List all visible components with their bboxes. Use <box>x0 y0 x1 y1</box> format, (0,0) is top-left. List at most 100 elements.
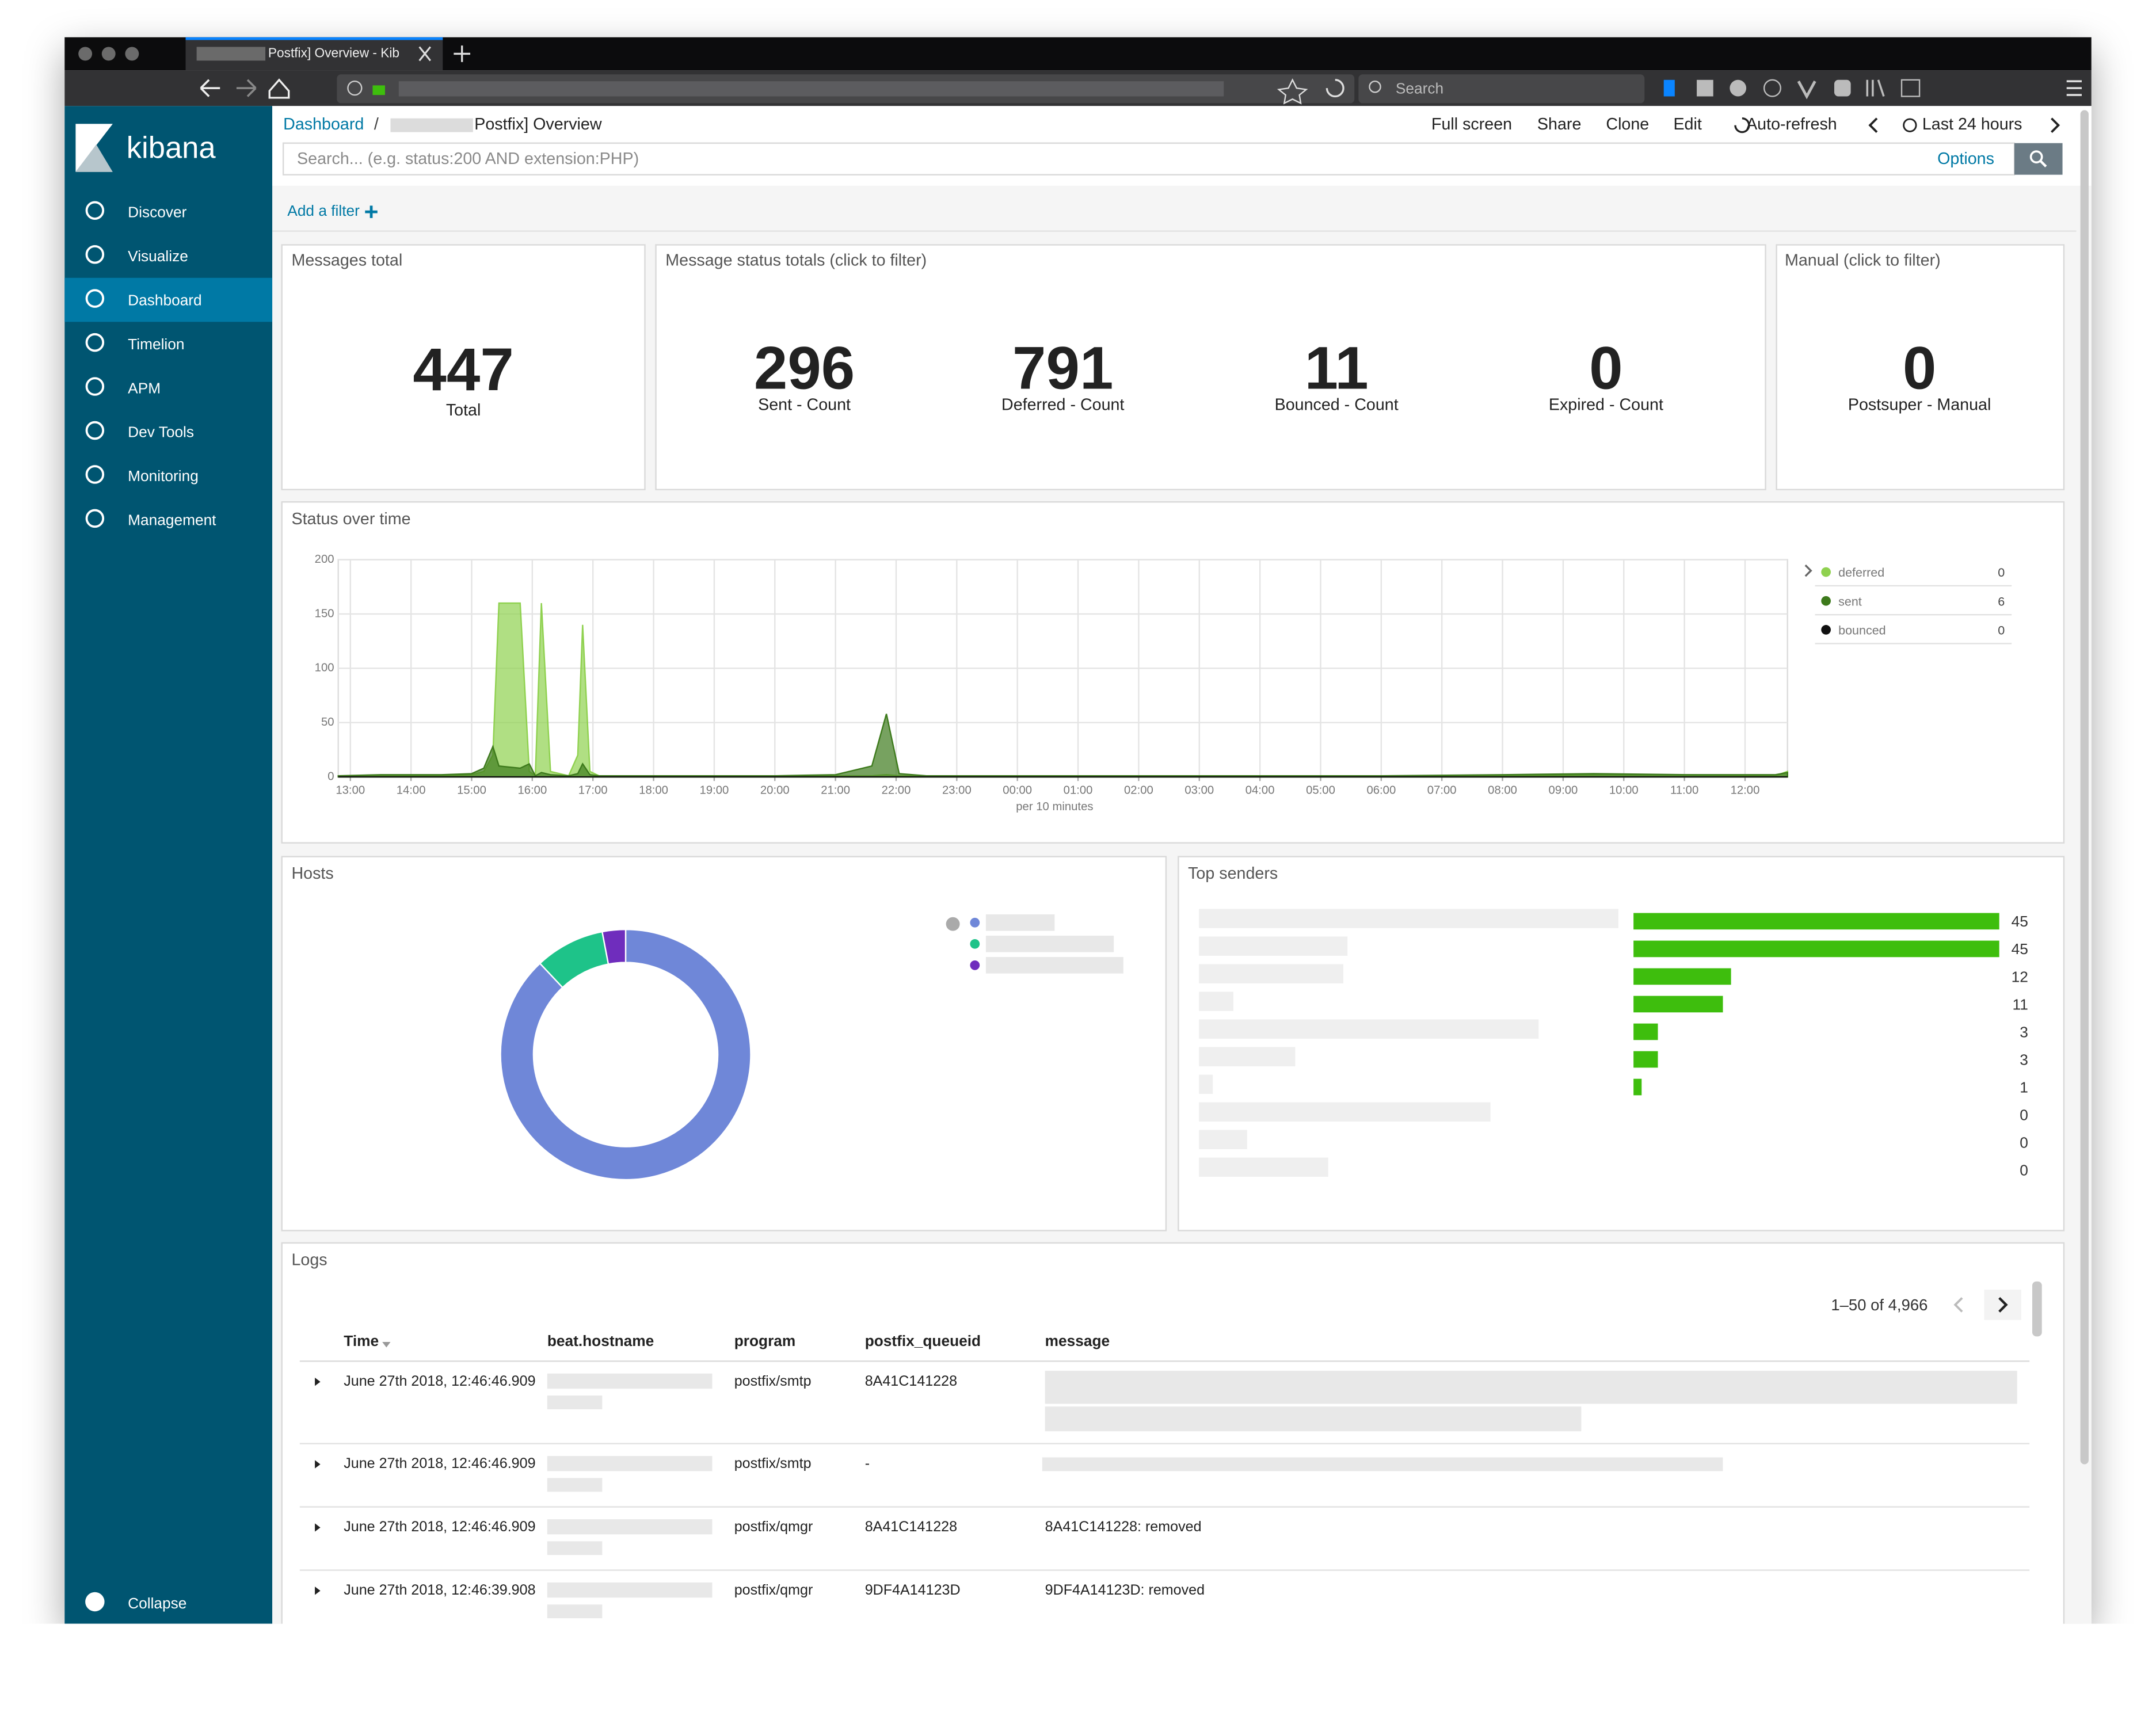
bar[interactable] <box>1633 913 1999 930</box>
donut-slice[interactable] <box>601 929 627 965</box>
clock-icon <box>1903 118 1917 132</box>
expand-row[interactable] <box>315 1587 321 1595</box>
library-icon[interactable] <box>1866 79 1885 97</box>
redacted <box>1199 1019 1539 1039</box>
page-scrollbar[interactable] <box>2080 110 2089 1465</box>
redacted <box>1045 1406 1582 1432</box>
next-page[interactable] <box>1998 1296 2008 1313</box>
bar-value: 45 <box>2012 940 2028 958</box>
legend-dot <box>970 917 980 928</box>
column-header[interactable]: Time <box>344 1332 379 1349</box>
tab-title: Postfix] Overview - Kib <box>268 45 399 60</box>
back-button[interactable] <box>200 79 220 97</box>
toolbar-icon[interactable] <box>1763 79 1781 97</box>
header-action[interactable]: Auto-refresh <box>1746 115 1837 134</box>
window-minimize[interactable] <box>101 47 116 61</box>
legend-toggle[interactable] <box>1804 564 1812 577</box>
bar[interactable] <box>1633 968 1731 985</box>
bar[interactable] <box>1633 1078 1642 1096</box>
nav-item[interactable]: APM <box>128 379 161 396</box>
donut-slice[interactable] <box>500 929 752 1181</box>
next-page-bg[interactable] <box>1984 1290 2021 1320</box>
prev-page[interactable] <box>1953 1297 1963 1313</box>
time-forward[interactable] <box>2051 117 2060 133</box>
nav-icon <box>85 421 105 440</box>
column-header[interactable]: beat.hostname <box>547 1332 654 1349</box>
tab-close[interactable] <box>418 46 431 62</box>
header-action[interactable]: Full screen <box>1431 115 1512 134</box>
sidebar-icon[interactable] <box>1900 79 1921 97</box>
column-header[interactable]: program <box>734 1332 796 1349</box>
nav-item[interactable]: Management <box>128 512 216 529</box>
window-close[interactable] <box>78 47 93 61</box>
options-link[interactable]: Options <box>1937 150 1994 168</box>
column-header[interactable]: postfix_queueid <box>865 1332 981 1349</box>
search-box[interactable] <box>1358 74 1645 104</box>
x-tick-label: 11:00 <box>1670 784 1698 796</box>
header-action[interactable]: Share <box>1537 115 1581 134</box>
nav-item[interactable]: Visualize <box>128 247 188 265</box>
redacted <box>985 935 1114 952</box>
metric-value[interactable]: 0 <box>1903 334 1936 402</box>
metric-value[interactable]: 447 <box>413 336 513 403</box>
x-tick-label: 21:00 <box>821 784 850 796</box>
nav-item[interactable]: Dashboard <box>128 291 202 308</box>
metric-value[interactable]: 0 <box>1589 334 1622 402</box>
download-icon[interactable] <box>1663 79 1675 97</box>
header-action[interactable]: Clone <box>1606 115 1649 134</box>
panel-title: Top senders <box>1188 864 1278 883</box>
window-zoom[interactable] <box>125 47 139 61</box>
bar[interactable] <box>1633 940 1999 958</box>
redacted <box>547 1478 603 1492</box>
redacted <box>547 1519 713 1535</box>
expand-row[interactable] <box>315 1378 321 1386</box>
collapse[interactable]: Collapse <box>128 1595 186 1612</box>
toolbar-icon[interactable] <box>1697 79 1713 97</box>
new-tab[interactable] <box>454 45 471 62</box>
legend-label[interactable]: deferred <box>1838 566 1884 579</box>
reload-button[interactable] <box>1325 79 1344 98</box>
tab-indicator <box>185 37 443 40</box>
bar[interactable] <box>1633 1023 1658 1040</box>
legend-label[interactable]: bounced <box>1838 623 1886 637</box>
breadcrumb[interactable]: Dashboard <box>283 115 364 134</box>
bookmark-star[interactable] <box>1277 78 1308 105</box>
expand-row[interactable] <box>315 1460 321 1469</box>
toolbar-icon[interactable] <box>1797 81 1816 100</box>
toolbar-icon[interactable] <box>1834 79 1851 97</box>
metric-value[interactable]: 11 <box>1305 334 1369 402</box>
toolbar-icon[interactable] <box>1730 79 1747 97</box>
brand: kibana <box>127 131 216 165</box>
x-tick-label: 10:00 <box>1609 784 1639 796</box>
metric-value[interactable]: 791 <box>1012 334 1113 402</box>
bar-value: 1 <box>2020 1078 2028 1096</box>
scrollbar[interactable] <box>2032 1281 2042 1337</box>
nav-item[interactable]: Timelion <box>128 335 184 353</box>
expand-row[interactable] <box>315 1523 321 1532</box>
nav-item[interactable]: Dev Tools <box>128 424 194 441</box>
bar[interactable] <box>1633 996 1723 1013</box>
x-tick-label: 12:00 <box>1731 784 1760 796</box>
legend-toggle[interactable] <box>946 917 960 931</box>
menu-button[interactable] <box>2066 80 2082 96</box>
header-action[interactable]: Last 24 hours <box>1922 115 2022 134</box>
backdrop-bottom <box>0 1623 2156 1716</box>
site-info[interactable] <box>347 81 363 96</box>
x-tick-label: 07:00 <box>1427 784 1457 796</box>
home-button[interactable] <box>268 78 290 99</box>
forward-button[interactable] <box>236 79 257 97</box>
time-back[interactable] <box>1868 117 1878 133</box>
nav-item[interactable]: Discover <box>128 203 186 220</box>
query-bar[interactable] <box>282 142 2016 176</box>
nav-item[interactable]: Monitoring <box>128 467 199 485</box>
legend-label[interactable]: sent <box>1838 594 1862 608</box>
bar[interactable] <box>1633 1051 1658 1068</box>
redacted <box>547 1604 603 1619</box>
x-tick-label: 14:00 <box>397 784 426 796</box>
column-header[interactable]: message <box>1045 1332 1110 1349</box>
add-filter[interactable]: Add a filter <box>287 202 360 219</box>
metric-value[interactable]: 296 <box>754 334 855 402</box>
search-button[interactable] <box>2014 143 2063 175</box>
header-action[interactable]: Edit <box>1673 115 1701 134</box>
bar-value: 0 <box>2020 1134 2028 1151</box>
